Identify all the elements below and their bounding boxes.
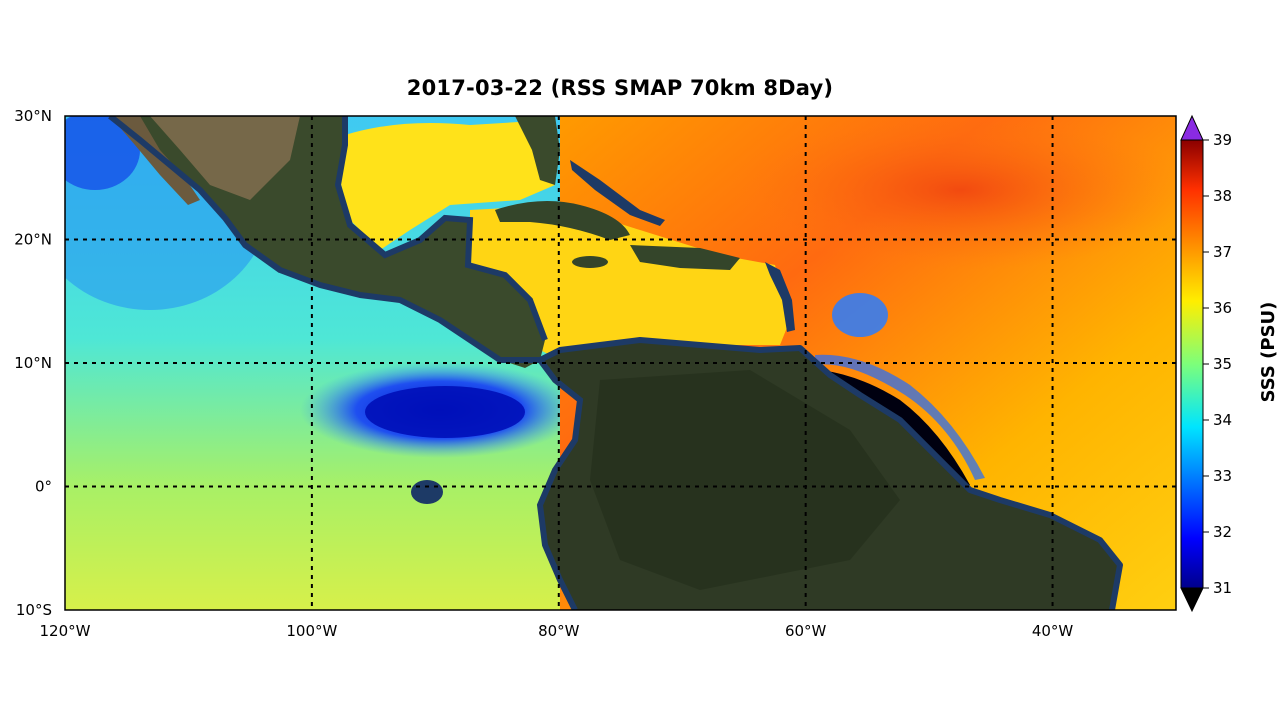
map-title: 2017-03-22 (RSS SMAP 70km 8Day)	[406, 76, 834, 100]
plume-edge	[815, 354, 985, 480]
colorbar-tick-label: 38	[1213, 187, 1232, 205]
colorbar-ticks: 31 32 33 34 35 36 37 38 39	[1203, 131, 1232, 597]
land-mexico-desert	[150, 116, 300, 200]
land-lesser-antilles	[765, 262, 795, 332]
lat-tick-label: 30°N	[14, 107, 52, 125]
colorbar-label: SSS (PSU)	[1258, 302, 1279, 403]
land-baja-california	[110, 116, 200, 205]
lon-tick-label: 80°W	[538, 622, 580, 640]
subtropical-salinity-max	[730, 116, 1176, 270]
plume-offshore-eddy	[832, 293, 888, 337]
coastline-gulf	[334, 116, 548, 342]
colorbar: 31 32 33 34 35 36 37 38 39 SSS (PSU)	[1180, 114, 1279, 613]
lat-tick-label: 20°N	[14, 231, 52, 249]
coastline-mask	[108, 116, 1123, 610]
colorbar-tick-label: 33	[1213, 467, 1232, 485]
lat-tick-label: 10°N	[14, 354, 52, 372]
lat-tick-label: 10°S	[16, 601, 52, 619]
map-frame	[64, 115, 1177, 611]
lon-tick-label: 40°W	[1032, 622, 1074, 640]
longitude-labels: 120°W 100°W 80°W 60°W 40°W	[40, 622, 1074, 640]
colorbar-tick-label: 36	[1213, 299, 1232, 317]
land-hispaniola	[630, 245, 740, 270]
pacific-low-salinity-corner	[65, 116, 140, 190]
caribbean-sea	[470, 205, 790, 360]
lon-tick-label: 100°W	[286, 622, 337, 640]
map-area	[65, 116, 1176, 610]
colorbar-tick-label: 32	[1213, 523, 1232, 541]
latitude-labels: 30°N 20°N 10°N 0° 10°S	[14, 107, 52, 619]
lat-tick-label: 0°	[35, 478, 52, 496]
gulf-of-mexico	[340, 120, 555, 250]
land-cuba	[495, 201, 630, 240]
land-jamaica	[572, 256, 608, 268]
colorbar-tick-label: 39	[1213, 131, 1232, 149]
colorbar-tick-label: 34	[1213, 411, 1232, 429]
fresh-pool-core	[365, 386, 525, 438]
colorbar-tick-label: 35	[1213, 355, 1232, 373]
land-bahamas	[570, 160, 665, 226]
colorbar-over-arrow	[1180, 114, 1204, 141]
land-amazon-basin	[590, 370, 900, 590]
lon-tick-label: 60°W	[785, 622, 827, 640]
colorbar-under-arrow	[1180, 587, 1204, 613]
lon-tick-label: 120°W	[40, 622, 91, 640]
land-galapagos	[411, 480, 443, 504]
colorbar-tick-label: 31	[1213, 579, 1232, 597]
colorbar-gradient	[1180, 139, 1204, 589]
graticule	[65, 116, 1176, 610]
coastline-pacific-sa	[536, 358, 584, 610]
land-florida	[515, 116, 560, 185]
colorbar-tick-label: 37	[1213, 243, 1232, 261]
